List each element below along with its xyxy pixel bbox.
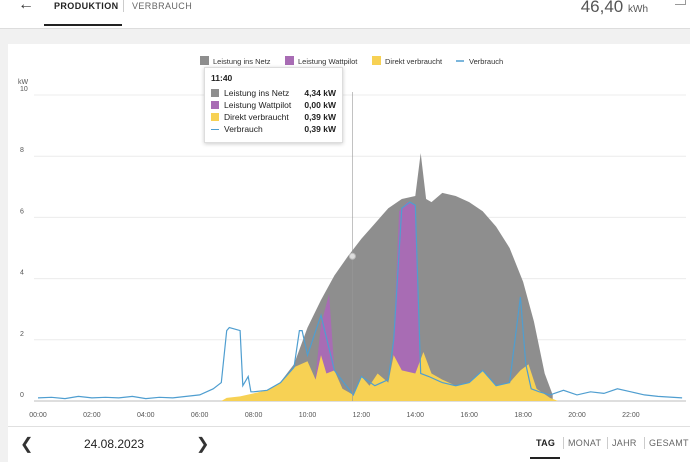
tooltip-row-wattpilot: Leistung Wattpilot 0,00 kW [211, 100, 336, 111]
x-tick-label: 04:00 [137, 412, 155, 419]
netz-swatch [211, 89, 219, 97]
tooltip-value: 4,34 kW [304, 88, 336, 98]
y-axis-label: kW [18, 79, 29, 86]
tooltip-time: 11:40 [211, 73, 233, 83]
direkt-swatch [211, 113, 219, 121]
period-divider [644, 437, 645, 449]
tab-verbrauch[interactable]: VERBRAUCH [132, 1, 193, 11]
active-tab-indicator [44, 24, 122, 26]
x-tick-label: 18:00 [514, 412, 532, 419]
x-tick-label: 12:00 [353, 412, 371, 419]
y-tick-label: 10 [20, 86, 28, 93]
tab-divider [123, 0, 124, 12]
y-tick-label: 8 [20, 147, 24, 154]
tooltip-value: 0,39 kW [304, 112, 336, 122]
tooltip-row-netz: Leistung ins Netz 4,34 kW [211, 88, 336, 99]
tooltip-label: Leistung ins Netz [224, 88, 290, 98]
period-gesamt[interactable]: GESAMT [649, 438, 689, 448]
chart-tooltip: 11:40 Leistung ins Netz 4,34 kW Leistung… [204, 67, 343, 143]
x-tick-label: 22:00 [622, 412, 640, 419]
series-leistung-wattpilot-area [312, 202, 421, 401]
date-display[interactable]: 24.08.2023 [84, 437, 145, 451]
top-bar: ← PRODUKTION VERBRAUCH 46,40 kWh [0, 0, 690, 29]
chevron-right-icon[interactable]: ❯ [196, 436, 210, 453]
chevron-left-icon[interactable]: ❮ [20, 436, 34, 453]
tooltip-row-verbrauch: Verbrauch 0,39 kW [211, 124, 336, 135]
period-divider [563, 437, 564, 449]
y-tick-label: 4 [20, 270, 24, 277]
energy-unit: kWh [628, 4, 648, 15]
y-tick-label: 2 [20, 331, 24, 338]
legend-swatch [200, 56, 209, 65]
legend-swatch [285, 56, 294, 65]
legend-label: Leistung Wattpilot [298, 57, 358, 66]
legend-label: Verbrauch [469, 57, 503, 66]
fullscreen-icon[interactable] [675, 0, 686, 5]
tooltip-value: 0,39 kW [304, 124, 336, 134]
period-monat[interactable]: MONAT [568, 438, 602, 448]
footer-bar: ❮ 24.08.2023 ❯ TAG MONAT JAHR GESAMT [8, 426, 690, 462]
period-jahr[interactable]: JAHR [612, 438, 637, 448]
x-tick-label: 20:00 [568, 412, 586, 419]
legend-label: Direkt verbraucht [385, 57, 443, 66]
verbrauch-swatch [211, 129, 219, 130]
active-period-indicator [530, 457, 560, 459]
x-tick-label: 14:00 [407, 412, 425, 419]
x-tick-label: 10:00 [299, 412, 317, 419]
x-tick-label: 00:00 [29, 412, 47, 419]
y-tick-label: 0 [20, 392, 24, 399]
legend-label: Leistung ins Netz [213, 57, 271, 66]
hover-marker [348, 252, 356, 260]
tooltip-value: 0,00 kW [304, 100, 336, 110]
y-tick-label: 6 [20, 208, 24, 215]
x-tick-label: 06:00 [191, 412, 209, 419]
tooltip-label: Direkt verbraucht [224, 112, 289, 122]
tooltip-label: Leistung Wattpilot [224, 100, 292, 110]
x-tick-label: 16:00 [460, 412, 478, 419]
energy-total: 46,40 kWh [581, 0, 648, 17]
tooltip-label: Verbrauch [224, 124, 263, 134]
arrow-left-icon[interactable]: ← [18, 0, 34, 13]
x-tick-label: 08:00 [245, 412, 263, 419]
period-tag[interactable]: TAG [536, 438, 556, 448]
legend-swatch [372, 56, 381, 65]
period-divider [607, 437, 608, 449]
tooltip-row-direkt: Direkt verbraucht 0,39 kW [211, 112, 336, 123]
x-tick-label: 02:00 [83, 412, 101, 419]
series-verbrauch-line [37, 201, 683, 400]
series-direkt-verbraucht-area [221, 352, 559, 401]
wattpilot-swatch [211, 101, 219, 109]
tab-produktion[interactable]: PRODUKTION [54, 1, 119, 11]
energy-value: 46,40 [580, 0, 624, 16]
